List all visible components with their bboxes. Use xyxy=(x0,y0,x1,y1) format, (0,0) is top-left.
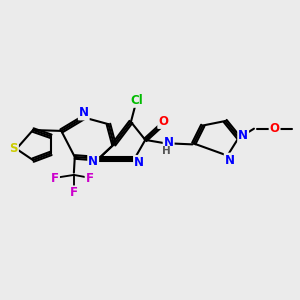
Text: F: F xyxy=(70,186,78,200)
Text: N: N xyxy=(88,154,98,167)
Text: N: N xyxy=(134,156,144,169)
Text: N: N xyxy=(225,154,235,166)
Text: N: N xyxy=(79,106,89,119)
Text: Cl: Cl xyxy=(130,94,143,107)
Text: O: O xyxy=(270,122,280,135)
Text: F: F xyxy=(85,172,94,185)
Text: H: H xyxy=(163,146,171,156)
Text: N: N xyxy=(238,129,248,142)
Text: S: S xyxy=(10,142,18,155)
Text: F: F xyxy=(51,172,59,185)
Text: O: O xyxy=(158,115,168,128)
Text: N: N xyxy=(164,136,174,149)
